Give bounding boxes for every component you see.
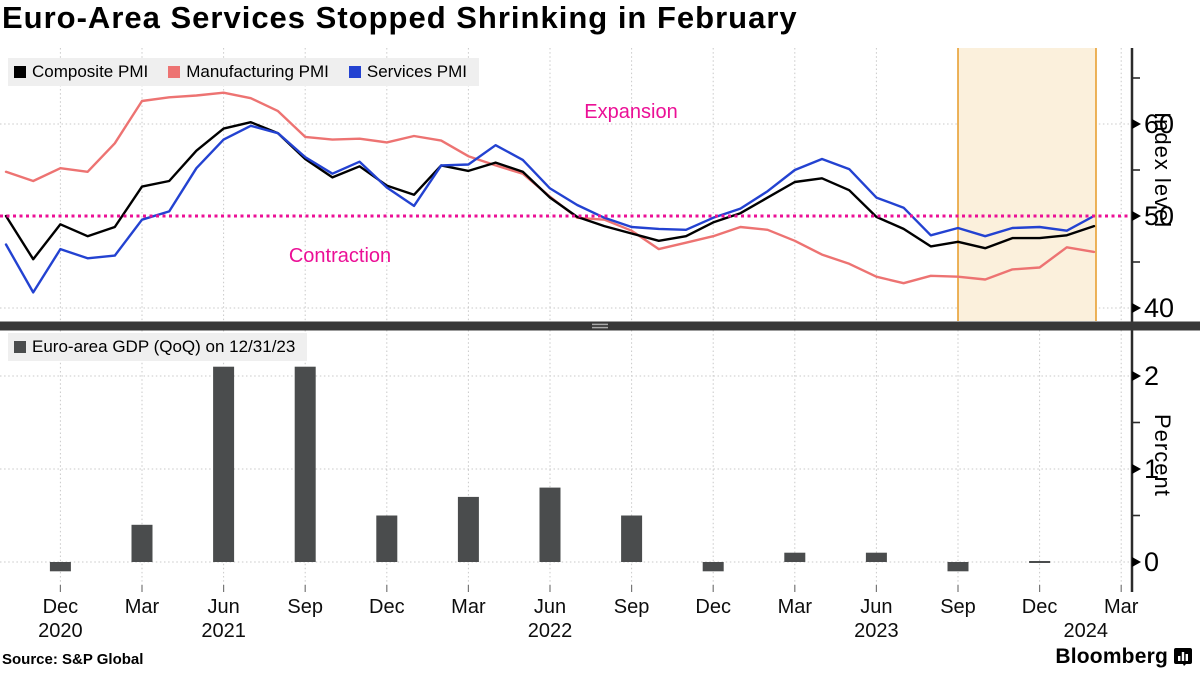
y-tick-label: 0: [1144, 547, 1159, 577]
gdp-bar: [49, 562, 71, 572]
gdp-bar: [702, 562, 724, 572]
legend-swatch-icon: [348, 66, 361, 78]
x-month-label: Dec: [369, 596, 405, 618]
legend-item: Composite PMI: [14, 62, 148, 82]
gdp-legend: Euro-area GDP (QoQ) on 12/31/23: [8, 333, 308, 361]
panel-divider[interactable]: [0, 321, 1200, 331]
y-tick-label: 50: [1144, 201, 1174, 231]
gdp-bar: [1029, 561, 1051, 563]
legend-label: Euro-area GDP (QoQ) on 12/31/23: [32, 337, 296, 356]
composite-pmi-line: [4, 120, 1096, 261]
y-tick-label: 40: [1144, 293, 1174, 323]
x-month-label: Mar: [451, 596, 486, 618]
x-month-label: Mar: [124, 596, 160, 618]
highlight-band: [958, 48, 1096, 321]
source-attribution: Source: S&P Global: [2, 651, 144, 668]
x-month-label: Sep: [940, 596, 976, 618]
legend-label: Services PMI: [366, 62, 468, 81]
gdp-bar: [131, 524, 153, 562]
legend-swatch-icon: [14, 341, 26, 353]
gdp-bar: [457, 496, 479, 562]
x-month-label: Jun: [860, 596, 893, 618]
x-year-label: 2021: [201, 620, 246, 642]
tick-arrow-icon: [1132, 303, 1141, 313]
tick-arrow-icon: [1132, 371, 1141, 381]
x-year-label: 2023: [854, 620, 899, 642]
gdp-bar: [947, 562, 969, 572]
x-month-label: Sep: [613, 596, 650, 618]
legend-label: Manufacturing PMI: [186, 62, 329, 81]
bloomberg-wordmark: Bloomberg: [1055, 645, 1168, 668]
gdp-bar: [376, 515, 398, 562]
top-axis-title: Index level: [1150, 112, 1175, 229]
x-month-label: Jun: [207, 596, 240, 618]
chart-title: Euro-Area Services Stopped Shrinking in …: [2, 0, 798, 35]
x-year-label: 2020: [38, 620, 83, 642]
bar-chart-bubble-icon: [1174, 648, 1192, 666]
tick-arrow-icon: [1132, 211, 1141, 221]
legend-item: Euro-area GDP (QoQ) on 12/31/23: [14, 337, 295, 357]
legend-swatch-icon: [168, 66, 181, 78]
x-month-label: Mar: [1103, 596, 1139, 618]
legend-swatch-icon: [14, 66, 26, 78]
gdp-bar: [784, 552, 806, 562]
y-tick-label: 2: [1144, 361, 1159, 391]
x-month-label: Mar: [777, 596, 813, 618]
tick-arrow-icon: [1132, 557, 1141, 567]
legend-label: Composite PMI: [32, 62, 149, 81]
contraction-label: Contraction: [288, 245, 392, 267]
pmi-legend: Composite PMI Manufacturing PMI Services P…: [8, 58, 480, 86]
x-year-label: 2024: [1063, 620, 1109, 642]
bloomberg-logo: Bloomberg: [1055, 645, 1192, 669]
gdp-bar: [213, 366, 235, 562]
legend-item: Services PMI: [348, 62, 468, 82]
expansion-label: Expansion: [584, 101, 678, 123]
x-month-label: Dec: [42, 596, 79, 618]
gdp-bar: [865, 552, 887, 562]
gdp-bar: [621, 515, 643, 562]
gdp-bar: [294, 366, 316, 562]
x-month-label: Jun: [533, 596, 567, 618]
bottom-axis-title: Percent: [1150, 414, 1175, 497]
x-year-label: 2022: [527, 620, 573, 642]
x-month-label: Dec: [695, 596, 731, 618]
x-month-label: Sep: [287, 596, 323, 618]
legend-item: Manufacturing PMI: [168, 62, 329, 82]
tick-arrow-icon: [1132, 119, 1141, 129]
gdp-bar: [539, 487, 561, 562]
x-month-label: Dec: [1021, 596, 1058, 618]
y-tick-label: 1: [1144, 454, 1159, 484]
tick-arrow-icon: [1132, 464, 1141, 474]
y-tick-label: 60: [1144, 109, 1174, 139]
